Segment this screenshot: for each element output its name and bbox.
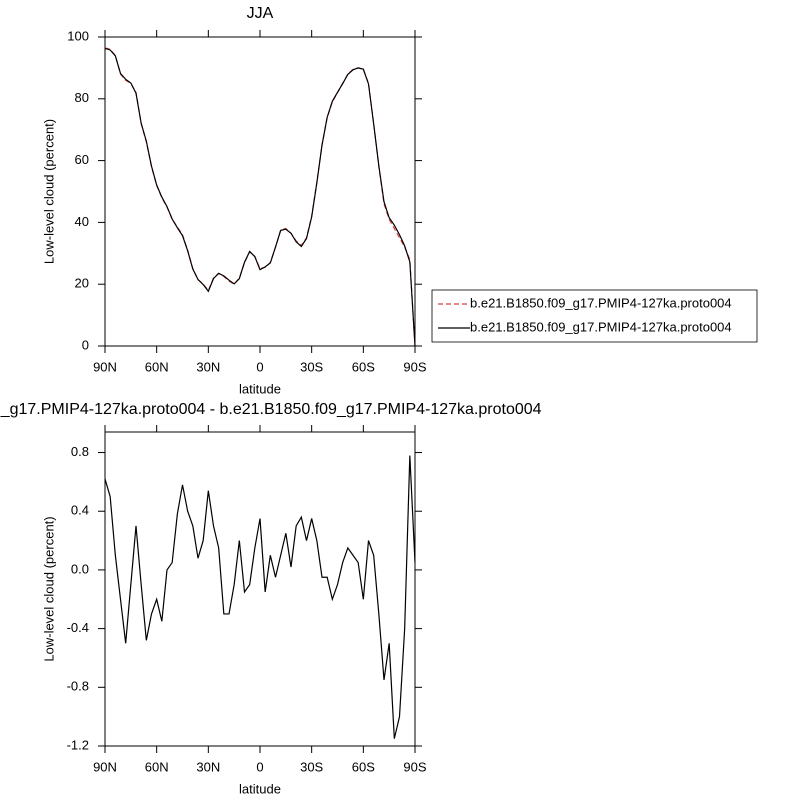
plot-frame	[104, 431, 416, 747]
x-axis-label: latitude	[239, 781, 281, 796]
x-tick-label: 60S	[352, 759, 375, 774]
y-tick-label: 20	[75, 276, 89, 291]
legend-label: b.e21.B1850.f09_g17.PMIP4-127ka.proto004	[470, 319, 732, 334]
chart-title: f09_g17.PMIP4-127ka.proto004 - b.e21.B18…	[0, 401, 542, 418]
y-tick-label: 0.4	[71, 503, 89, 518]
legend-label: b.e21.B1850.f09_g17.PMIP4-127ka.proto004	[470, 295, 732, 310]
y-axis-label: Low-level cloud (percent)	[41, 119, 56, 264]
x-tick-label: 30S	[300, 359, 323, 374]
y-tick-label: 80	[75, 90, 89, 105]
y-tick-label: -0.8	[67, 679, 89, 694]
data-line	[104, 455, 416, 739]
x-tick-label: 0	[256, 359, 263, 374]
chart-title: JJA	[247, 5, 274, 22]
x-tick-label: 60S	[352, 359, 375, 374]
y-axis-label: Low-level cloud (percent)	[41, 516, 56, 661]
x-tick-label: 30S	[300, 759, 323, 774]
y-tick-label: 60	[75, 152, 89, 167]
y-tick-label: 0.8	[71, 444, 89, 459]
x-tick-label: 0	[256, 759, 263, 774]
y-tick-label: 40	[75, 214, 89, 229]
data-line	[104, 47, 416, 347]
y-tick-label: 100	[67, 28, 89, 43]
legend-box	[431, 289, 758, 343]
x-tick-label: 90N	[93, 759, 117, 774]
x-tick-label: 90S	[403, 759, 426, 774]
y-tick-label: -1.2	[67, 737, 89, 752]
x-tick-label: 60N	[145, 759, 169, 774]
x-tick-label: 60N	[145, 359, 169, 374]
x-tick-label: 30N	[196, 759, 220, 774]
data-line	[104, 47, 416, 347]
x-axis-label: latitude	[239, 381, 281, 396]
x-tick-label: 90S	[403, 359, 426, 374]
y-tick-label: 0	[82, 337, 89, 352]
y-tick-label: 0.0	[71, 561, 89, 576]
y-tick-label: -0.4	[67, 620, 89, 635]
x-tick-label: 30N	[196, 359, 220, 374]
x-tick-label: 90N	[93, 359, 117, 374]
